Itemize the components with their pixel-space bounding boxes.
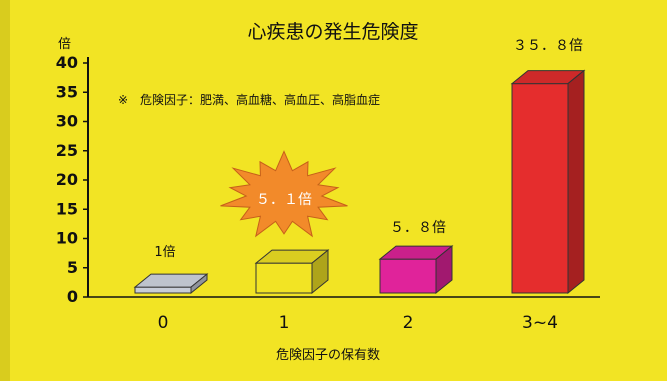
bar-1 bbox=[254, 249, 330, 295]
bar-side bbox=[190, 273, 208, 295]
bar-side bbox=[311, 249, 329, 295]
data-label: ５．１倍 bbox=[256, 192, 312, 208]
chart-title: 心疾患の発生危険度 bbox=[247, 21, 418, 43]
x-tick-label: 0 bbox=[158, 313, 169, 333]
y-axis-unit-label: 倍 bbox=[58, 37, 71, 52]
y-tick-label: 35 bbox=[56, 82, 78, 101]
y-tick-label: 15 bbox=[56, 199, 78, 218]
data-label: ３５．８倍 bbox=[513, 38, 583, 54]
y-tick-label: 10 bbox=[56, 229, 78, 248]
x-tick-label: 2 bbox=[403, 313, 414, 333]
bar-front bbox=[134, 286, 192, 294]
y-tick-label: 40 bbox=[56, 53, 78, 72]
risk-factor-note: ※ 危険因子：肥満、高血糖、高血圧、高脂血症 bbox=[118, 92, 380, 107]
highlight-burst bbox=[220, 150, 348, 238]
bar-3 bbox=[510, 69, 586, 295]
frame-edge bbox=[0, 0, 10, 381]
label-layer: 0 1 2 3~4 1倍 ５．１倍 ５．８倍 ３５．８倍 bbox=[154, 38, 583, 333]
bar-0 bbox=[133, 273, 209, 295]
bar-side bbox=[435, 245, 453, 295]
x-tick-label: 1 bbox=[279, 313, 290, 333]
y-tick-label: 30 bbox=[56, 112, 78, 131]
x-tick-label: 3~4 bbox=[522, 313, 558, 333]
bar-2 bbox=[378, 245, 454, 295]
bar-front bbox=[255, 262, 313, 294]
data-label: 1倍 bbox=[154, 245, 175, 260]
y-tick-label: 20 bbox=[56, 170, 78, 189]
axis-layer: 0 5 10 15 20 25 30 35 40 bbox=[56, 53, 600, 306]
y-tick-label: 25 bbox=[56, 141, 78, 160]
bar-front bbox=[379, 258, 437, 294]
y-tick-label: 0 bbox=[67, 287, 78, 306]
x-axis-label: 危険因子の保有数 bbox=[276, 348, 380, 363]
data-label: ５．８倍 bbox=[390, 220, 446, 236]
bar-side bbox=[567, 69, 585, 295]
bar-front bbox=[511, 83, 569, 294]
y-tick-label: 5 bbox=[67, 258, 78, 277]
bar-layer bbox=[133, 69, 586, 295]
